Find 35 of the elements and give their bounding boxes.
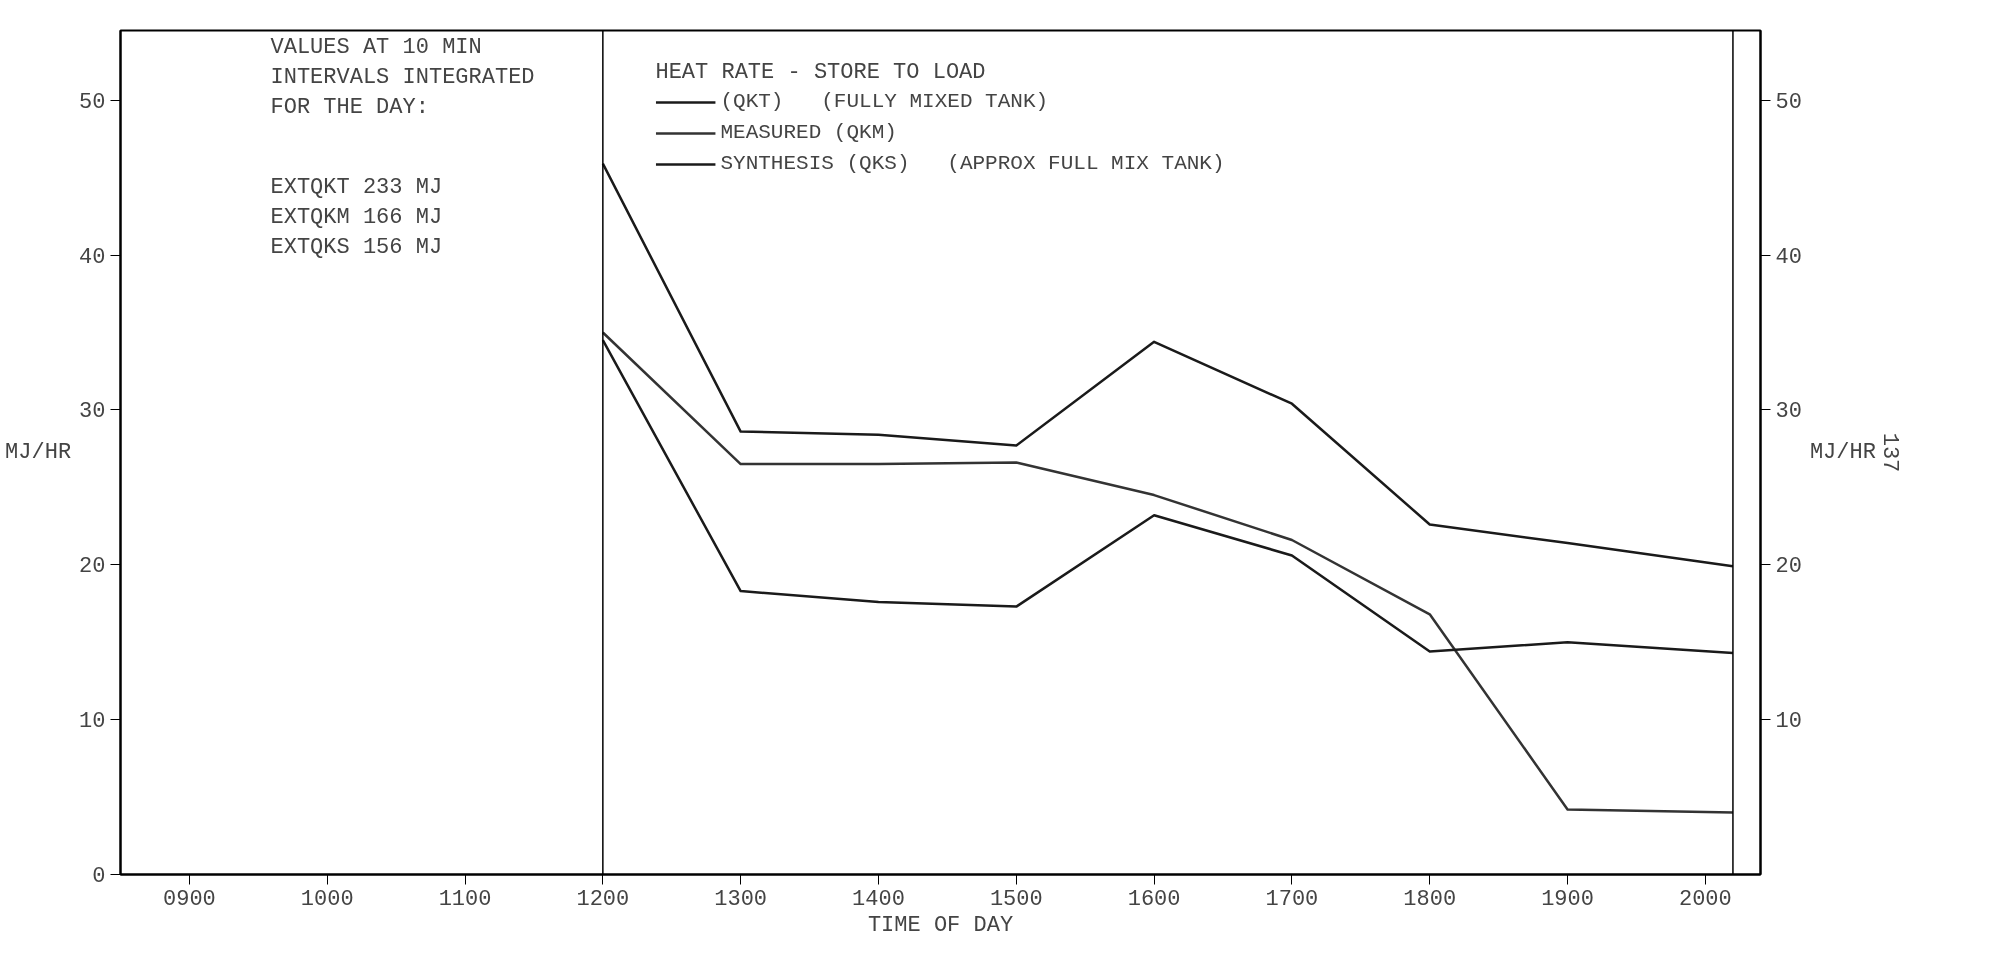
y-tick-label: 50 (79, 89, 106, 115)
x-tick-label: 1500 (989, 886, 1043, 912)
y2-tick-label: 20 (1775, 554, 1802, 580)
x-tick-label: 2000 (1678, 886, 1732, 912)
legend-label: MEASURED (QKM) (720, 121, 897, 144)
x-tick-label: 1700 (1265, 886, 1319, 912)
x-tick-label: 1200 (576, 886, 630, 912)
y2-tick-label: 40 (1775, 244, 1802, 270)
annotation: VALUES AT 10 MIN INTERVALS INTEGRATED FOR THE DAY: (270, 34, 535, 120)
x-tick-label: 1000 (300, 886, 354, 912)
x-tick-label: 1100 (438, 886, 492, 912)
y2-axis-title: MJ/HR (1809, 440, 1876, 465)
text: 137 (1876, 432, 1902, 473)
line-series (601, 338, 1735, 655)
annotation: EXTQKT 233 MJ EXTQKM 166 MJ EXTQKS 156 MJ (270, 174, 443, 260)
x-tick-label: 1600 (1127, 886, 1181, 912)
y-tick-label: 30 (79, 399, 106, 425)
y-tick-label: 10 (79, 709, 106, 735)
x-tick-label: 1800 (1403, 886, 1457, 912)
y2-tick-label: 50 (1775, 89, 1802, 115)
y-tick-label: 20 (79, 554, 106, 580)
y2-tick-label: 30 (1775, 399, 1802, 425)
line-series (601, 331, 1735, 814)
y2-tick-label: 10 (1775, 709, 1802, 735)
legend-label: SYNTHESIS (QKS) (APPROX FULL MIX TANK) (720, 152, 1225, 175)
y-tick-label: 40 (79, 244, 106, 270)
x-tick-label: 1400 (852, 886, 905, 912)
x-tick-label: 0900 (163, 886, 216, 912)
x-tick-label: 1900 (1541, 886, 1594, 912)
legend-title: HEAT RATE - STORE TO LOAD (655, 60, 987, 85)
x-tick-label: 1300 (714, 886, 768, 912)
y-tick-label: 0 (92, 864, 106, 889)
legend-label: (QKT) (FULLY MIXED TANK) (720, 90, 1049, 113)
x-axis-title: TIME OF DAY (867, 912, 1014, 938)
y-axis-title: MJ/HR (5, 440, 72, 465)
